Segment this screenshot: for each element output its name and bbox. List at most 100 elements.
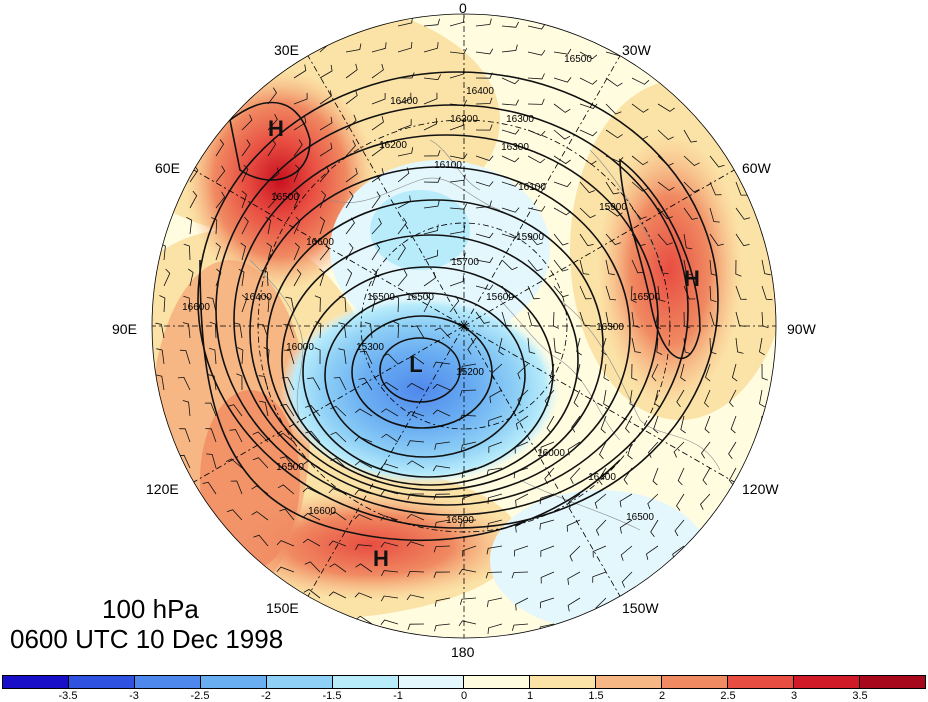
high-center-atlantic: H	[684, 266, 700, 291]
colorbar-segment	[728, 676, 795, 688]
meridian-line	[463, 55, 621, 327]
wind-barb	[539, 519, 555, 530]
wind-barb	[461, 441, 477, 452]
wind-barb	[354, 592, 373, 599]
wind-barb	[527, 259, 543, 272]
wind-barb	[579, 181, 595, 194]
wind-barb	[179, 428, 191, 443]
longitude-label-60w: 60W	[742, 160, 771, 176]
wind-barb	[293, 139, 303, 157]
wind-barb	[206, 453, 217, 469]
wind-barb	[257, 324, 269, 339]
colorbar-segment	[859, 676, 925, 688]
wind-barb	[238, 268, 245, 287]
wind-barb	[498, 337, 504, 356]
wind-barb	[709, 259, 718, 276]
wind-barb	[683, 259, 693, 276]
wind-barb	[355, 544, 373, 551]
wind-barb	[237, 347, 244, 365]
wind-barb	[433, 493, 451, 501]
wind-barb	[345, 43, 362, 53]
wind-barb	[423, 249, 439, 261]
meridian-line	[307, 325, 465, 597]
wind-barb	[709, 285, 717, 303]
wind-barb	[540, 571, 555, 584]
wind-barb	[459, 389, 477, 397]
contour-label: 15900	[599, 202, 627, 213]
wind-barb	[705, 363, 711, 382]
wind-barb	[527, 155, 546, 164]
wind-barb	[487, 519, 503, 530]
longitude-label-30e: 30E	[274, 42, 299, 58]
wind-barb	[657, 103, 675, 112]
wind-barb	[329, 563, 347, 573]
wind-barb	[527, 98, 545, 105]
wind-barb	[676, 389, 685, 408]
wind-barb	[329, 511, 347, 521]
colorbar-tick-label: 3	[790, 690, 798, 702]
wind-barb	[302, 487, 321, 495]
wind-barb	[205, 428, 217, 443]
latitude-circle	[360, 222, 568, 430]
wind-barb	[283, 349, 295, 365]
colorbar-tick-label: 1.5	[588, 690, 604, 702]
wind-barb	[553, 129, 571, 140]
wind-barb	[605, 259, 615, 276]
wind-barb	[397, 41, 413, 53]
wind-barb	[434, 441, 451, 450]
wind-barb	[514, 545, 529, 557]
wind-barb	[206, 297, 217, 313]
wind-barb	[241, 114, 253, 131]
wind-barb	[407, 493, 424, 500]
contour-label: 16200	[379, 140, 407, 151]
wind-barb	[579, 103, 598, 109]
wind-barb	[328, 488, 347, 495]
wind-barb	[371, 63, 384, 79]
contour-label: 15600	[486, 292, 514, 303]
contour-label: 16100	[434, 160, 462, 171]
wind-barb	[302, 512, 321, 521]
wind-barb	[293, 93, 308, 105]
wind-barb	[267, 87, 277, 105]
wind-barb	[406, 594, 425, 601]
meridian-line	[193, 325, 465, 483]
wind-barb	[601, 337, 607, 356]
wind-barb	[657, 129, 674, 140]
wind-barb	[251, 511, 269, 521]
wind-barb	[515, 493, 529, 507]
wind-barb	[501, 99, 519, 106]
wind-barb	[215, 139, 225, 157]
wind-barb	[253, 534, 269, 547]
wind-barb	[319, 64, 333, 79]
wind-barb	[423, 176, 441, 183]
wind-barb	[432, 361, 451, 368]
wind-barb	[240, 242, 246, 261]
wind-barb	[475, 97, 493, 105]
wind-barb	[397, 119, 412, 131]
colorbar	[2, 675, 926, 689]
colorbar-segment	[200, 676, 267, 688]
wind-barb	[233, 322, 243, 339]
wind-barb	[605, 77, 623, 87]
longitude-label-0: 0	[459, 0, 467, 16]
wind-barb	[397, 16, 413, 27]
wind-barb	[458, 620, 477, 627]
wind-barb	[236, 373, 243, 391]
wind-barb	[267, 114, 278, 131]
contour-label: 16400	[244, 292, 272, 303]
wind-barb	[434, 623, 451, 632]
wind-barb	[293, 190, 301, 209]
contour-label: 16500	[406, 292, 434, 303]
wind-barb	[501, 181, 520, 187]
wind-barb	[683, 285, 696, 300]
wind-barb	[380, 595, 399, 602]
wind-barb	[709, 155, 725, 168]
wind-barb	[674, 519, 685, 537]
wind-barb	[358, 377, 373, 391]
longitude-label-150w: 150W	[622, 600, 659, 616]
wind-barb	[619, 519, 633, 534]
wind-barb	[319, 216, 326, 235]
wind-barb	[657, 207, 673, 220]
wind-barb	[371, 93, 386, 105]
wind-barb	[619, 493, 633, 508]
